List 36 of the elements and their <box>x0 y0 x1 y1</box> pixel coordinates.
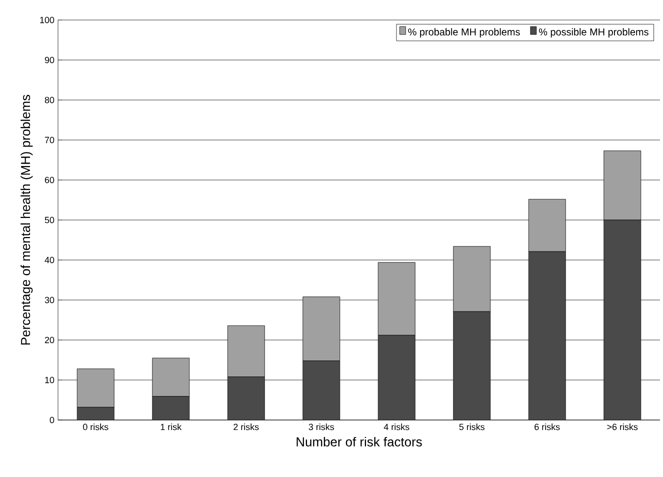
y-tick-label: 40 <box>44 256 54 264</box>
x-tick-label: 5 risks <box>459 424 484 430</box>
bar <box>302 360 340 420</box>
bar <box>378 262 416 336</box>
y-tick-label: 30 <box>44 296 54 304</box>
bar <box>378 335 416 420</box>
x-axis-title: Number of risk factors <box>296 436 422 446</box>
bar <box>302 296 340 361</box>
y-tick-label: 10 <box>45 376 54 384</box>
bar <box>604 220 642 420</box>
x-tick-label: 3 risks <box>308 424 334 430</box>
y-tick-label: 20 <box>44 336 54 344</box>
x-tick-label: 6 risks <box>534 424 560 430</box>
legend-label: % probable MH problems <box>408 28 520 38</box>
x-tick-label: >6 risks <box>607 424 638 430</box>
y-tick-label: 60 <box>44 176 54 184</box>
legend-label: % possible MH problems <box>538 28 648 38</box>
y-tick-label: 100 <box>40 16 54 24</box>
y-tick-label: 50 <box>44 216 54 224</box>
bar <box>77 407 114 420</box>
bar <box>528 251 566 420</box>
y-tick-label: 70 <box>44 136 54 144</box>
bar <box>152 358 190 397</box>
y-tick-label: 80 <box>44 96 54 104</box>
y-axis-title: Percentage of mental health (MH) problems <box>20 94 33 345</box>
y-tick-label: 0 <box>50 416 54 424</box>
bar <box>453 311 491 420</box>
y-tick-label: 90 <box>44 56 54 64</box>
bar <box>227 376 265 420</box>
x-tick-label: 4 risks <box>384 424 410 430</box>
x-tick-label: 2 risks <box>234 424 259 430</box>
bar <box>227 325 265 377</box>
bar <box>152 396 190 420</box>
x-tick-label: 1 risk <box>160 424 182 430</box>
bar <box>453 246 491 312</box>
x-tick-label: 0 risks <box>83 424 108 430</box>
